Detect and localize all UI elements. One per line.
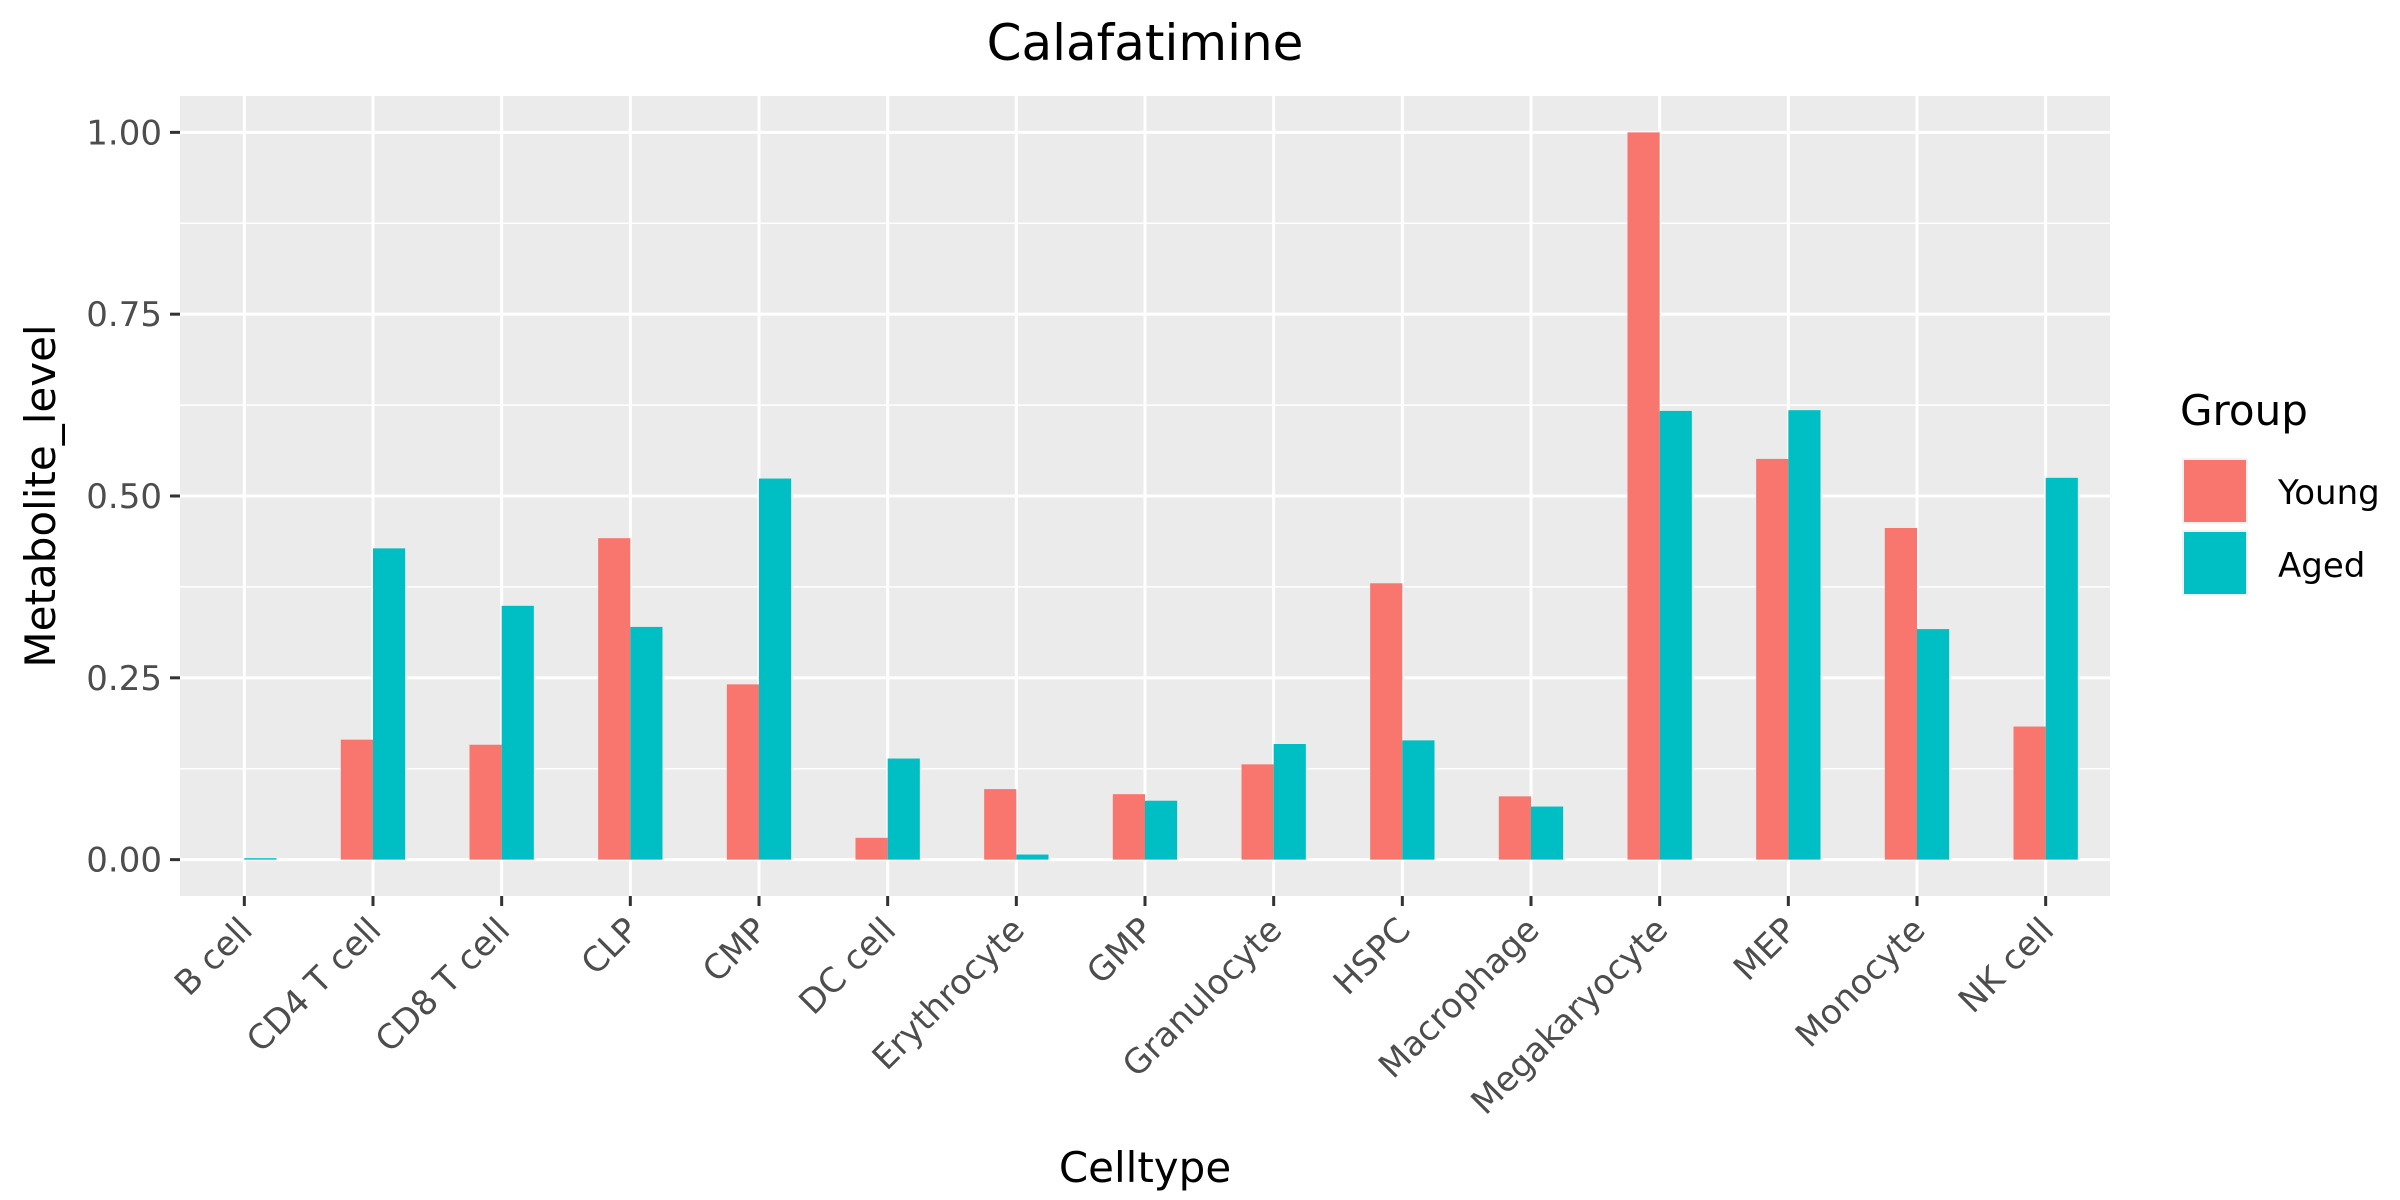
y-tick-label: 1.00	[86, 113, 162, 153]
x-tick-label: MEP	[1726, 910, 1805, 989]
x-tick-label: HSPC	[1326, 910, 1419, 1003]
bar-young-granulocyte	[1241, 764, 1274, 860]
bar-aged-gmp	[1145, 800, 1178, 860]
bar-young-mep	[1756, 458, 1789, 860]
legend-label-aged: Aged	[2278, 546, 2365, 586]
y-tick-label: 0.50	[86, 477, 162, 517]
bar-aged-macrophage	[1531, 806, 1564, 860]
bars	[244, 132, 2078, 860]
chart-title: Calafatimine	[987, 14, 1304, 72]
bar-young-dc-cell	[855, 837, 888, 860]
x-tick-label: CMP	[695, 910, 775, 990]
bar-aged-granulocyte	[1273, 744, 1306, 860]
bar-young-erythrocyte	[984, 789, 1017, 860]
bar-aged-b-cell	[244, 858, 277, 860]
bar-young-clp	[598, 538, 631, 860]
bar-aged-cmp	[759, 478, 792, 860]
y-tick-label: 0.75	[86, 295, 162, 335]
legend-title: Group	[2180, 386, 2308, 435]
bar-aged-megakaryocyte	[1659, 410, 1692, 860]
x-tick-label: CD4 T cell	[239, 910, 389, 1060]
bar-aged-cd4-t-cell	[373, 548, 406, 860]
bar-aged-cd8-t-cell	[501, 605, 534, 860]
bar-young-cmp	[726, 684, 759, 860]
bar-aged-hspc	[1402, 740, 1435, 860]
x-tick-label: DC cell	[791, 910, 904, 1023]
bar-young-gmp	[1112, 794, 1145, 860]
bar-young-monocyte	[1884, 528, 1917, 860]
bar-young-macrophage	[1498, 796, 1531, 860]
y-tick-label: 0.25	[86, 659, 162, 699]
legend-label-young: Young	[2277, 473, 2380, 513]
bar-aged-mep	[1788, 410, 1821, 860]
bar-aged-clp	[630, 626, 663, 860]
x-tick-label: CD8 T cell	[368, 910, 518, 1060]
x-axis-title: Celltype	[1059, 1143, 1231, 1192]
x-tick-label: B cell	[167, 910, 261, 1004]
x-tick-label: NK cell	[1951, 910, 2062, 1021]
bar-young-cd4-t-cell	[340, 739, 373, 860]
x-tick-label: Monocyte	[1788, 910, 1933, 1055]
bar-young-megakaryocyte	[1627, 132, 1660, 860]
legend: Group Young Aged	[2180, 386, 2380, 596]
bar-aged-dc-cell	[887, 758, 920, 860]
y-axis-title: Metabolite_level	[16, 324, 65, 667]
bar-aged-monocyte	[1917, 629, 1950, 860]
bar-young-hspc	[1370, 583, 1403, 860]
bar-aged-erythrocyte	[1016, 854, 1049, 860]
bar-young-cd8-t-cell	[469, 744, 502, 860]
x-tick-label: CLP	[574, 910, 647, 983]
legend-swatch-aged	[2184, 532, 2246, 594]
bar-aged-nk-cell	[2045, 477, 2078, 860]
y-tick-label: 0.00	[86, 841, 162, 881]
x-tick-label: GMP	[1079, 910, 1161, 992]
legend-swatch-young	[2184, 460, 2246, 522]
bar-young-nk-cell	[2013, 726, 2046, 860]
y-axis: 0.00 0.25 0.50 0.75 1.00	[86, 113, 180, 881]
